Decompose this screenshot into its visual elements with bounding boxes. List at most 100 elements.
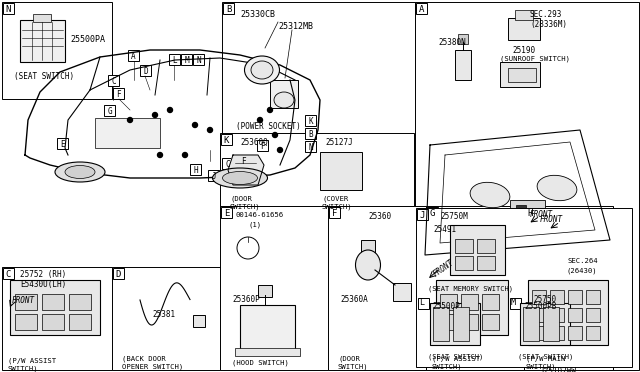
Text: 25360P: 25360P xyxy=(232,295,260,304)
Circle shape xyxy=(257,118,262,122)
Bar xyxy=(568,290,582,304)
Circle shape xyxy=(193,122,198,128)
Bar xyxy=(455,256,473,270)
Bar xyxy=(193,315,205,327)
Bar xyxy=(508,18,540,40)
Text: M: M xyxy=(511,298,516,307)
Bar xyxy=(222,2,415,135)
Text: C: C xyxy=(6,270,11,279)
Bar xyxy=(112,267,220,370)
Text: (SEAT MEMORY SWITCH): (SEAT MEMORY SWITCH) xyxy=(428,285,513,292)
Text: C: C xyxy=(225,160,230,169)
Text: 25491: 25491 xyxy=(433,225,456,234)
Ellipse shape xyxy=(470,182,510,208)
Bar xyxy=(516,205,526,215)
Ellipse shape xyxy=(244,56,280,84)
Text: (P/W MAIN: (P/W MAIN xyxy=(526,355,565,362)
Text: J: J xyxy=(420,211,425,220)
Bar xyxy=(327,156,355,171)
Text: (DOOR: (DOOR xyxy=(230,196,252,202)
Bar xyxy=(3,268,14,279)
Ellipse shape xyxy=(355,250,381,280)
Bar xyxy=(482,314,499,330)
Ellipse shape xyxy=(537,175,577,201)
Circle shape xyxy=(207,128,212,132)
Text: (HOOD SWITCH): (HOOD SWITCH) xyxy=(232,360,289,366)
Text: SWITCH): SWITCH) xyxy=(338,363,369,369)
Bar xyxy=(482,294,499,310)
Bar xyxy=(140,65,151,76)
Bar xyxy=(95,118,160,148)
Bar xyxy=(20,20,65,62)
Bar xyxy=(433,307,449,341)
Bar xyxy=(532,308,546,322)
Bar xyxy=(430,303,480,345)
Bar xyxy=(15,314,37,330)
Circle shape xyxy=(273,132,278,138)
Bar xyxy=(524,206,613,370)
Bar xyxy=(238,155,249,166)
Bar xyxy=(128,50,139,61)
Bar xyxy=(550,308,564,322)
Bar xyxy=(550,326,564,340)
Bar xyxy=(458,34,468,44)
Text: (SEAT SWITCH): (SEAT SWITCH) xyxy=(518,353,573,359)
Text: 25330CB: 25330CB xyxy=(240,10,275,19)
Circle shape xyxy=(127,118,132,122)
Bar xyxy=(235,348,300,356)
Bar xyxy=(515,10,533,20)
Text: SWITCH): SWITCH) xyxy=(230,204,260,211)
Text: (26430): (26430) xyxy=(567,268,598,275)
Text: J: J xyxy=(211,172,216,181)
Ellipse shape xyxy=(212,168,268,188)
Text: SWITCH): SWITCH) xyxy=(322,204,353,211)
Bar xyxy=(223,3,234,14)
Bar xyxy=(10,280,100,335)
Bar xyxy=(461,294,478,310)
Bar xyxy=(270,80,298,108)
Bar xyxy=(543,307,559,341)
Bar xyxy=(508,68,536,82)
Bar xyxy=(257,140,268,151)
Bar xyxy=(113,88,124,99)
Bar xyxy=(568,326,582,340)
Text: 25312MB: 25312MB xyxy=(278,22,313,31)
Bar xyxy=(523,307,539,341)
Text: (BACK DOOR: (BACK DOOR xyxy=(122,355,166,362)
Bar xyxy=(221,207,232,218)
Text: N: N xyxy=(196,56,201,65)
Text: 25190: 25190 xyxy=(512,46,535,55)
Text: F: F xyxy=(116,90,121,99)
Text: G: G xyxy=(430,209,435,218)
Bar xyxy=(42,314,64,330)
Bar xyxy=(305,128,316,139)
Text: C: C xyxy=(111,77,116,86)
Text: FRONT: FRONT xyxy=(12,296,35,305)
Bar xyxy=(461,314,478,330)
Ellipse shape xyxy=(65,166,95,179)
Text: 25360Q: 25360Q xyxy=(240,138,268,147)
Text: 25750M: 25750M xyxy=(440,212,468,221)
Bar xyxy=(528,280,608,345)
Ellipse shape xyxy=(223,171,257,185)
Text: 25360A: 25360A xyxy=(340,295,368,304)
Bar xyxy=(328,206,426,370)
Circle shape xyxy=(278,148,282,153)
Text: A: A xyxy=(419,5,424,14)
Bar xyxy=(208,170,219,181)
Text: H: H xyxy=(528,209,533,218)
Bar xyxy=(510,298,521,309)
Text: G: G xyxy=(107,107,112,116)
Bar xyxy=(416,3,427,14)
Bar xyxy=(361,240,375,255)
Text: SEC.293: SEC.293 xyxy=(530,10,563,19)
Text: 25752 (RH): 25752 (RH) xyxy=(20,270,67,279)
Bar xyxy=(222,158,233,169)
Bar xyxy=(415,2,639,370)
Bar xyxy=(525,207,536,218)
Bar xyxy=(108,75,119,86)
Text: (SEAT SWITCH): (SEAT SWITCH) xyxy=(428,353,483,359)
Bar xyxy=(586,326,600,340)
Text: N: N xyxy=(6,5,11,14)
Text: D: D xyxy=(143,67,148,76)
